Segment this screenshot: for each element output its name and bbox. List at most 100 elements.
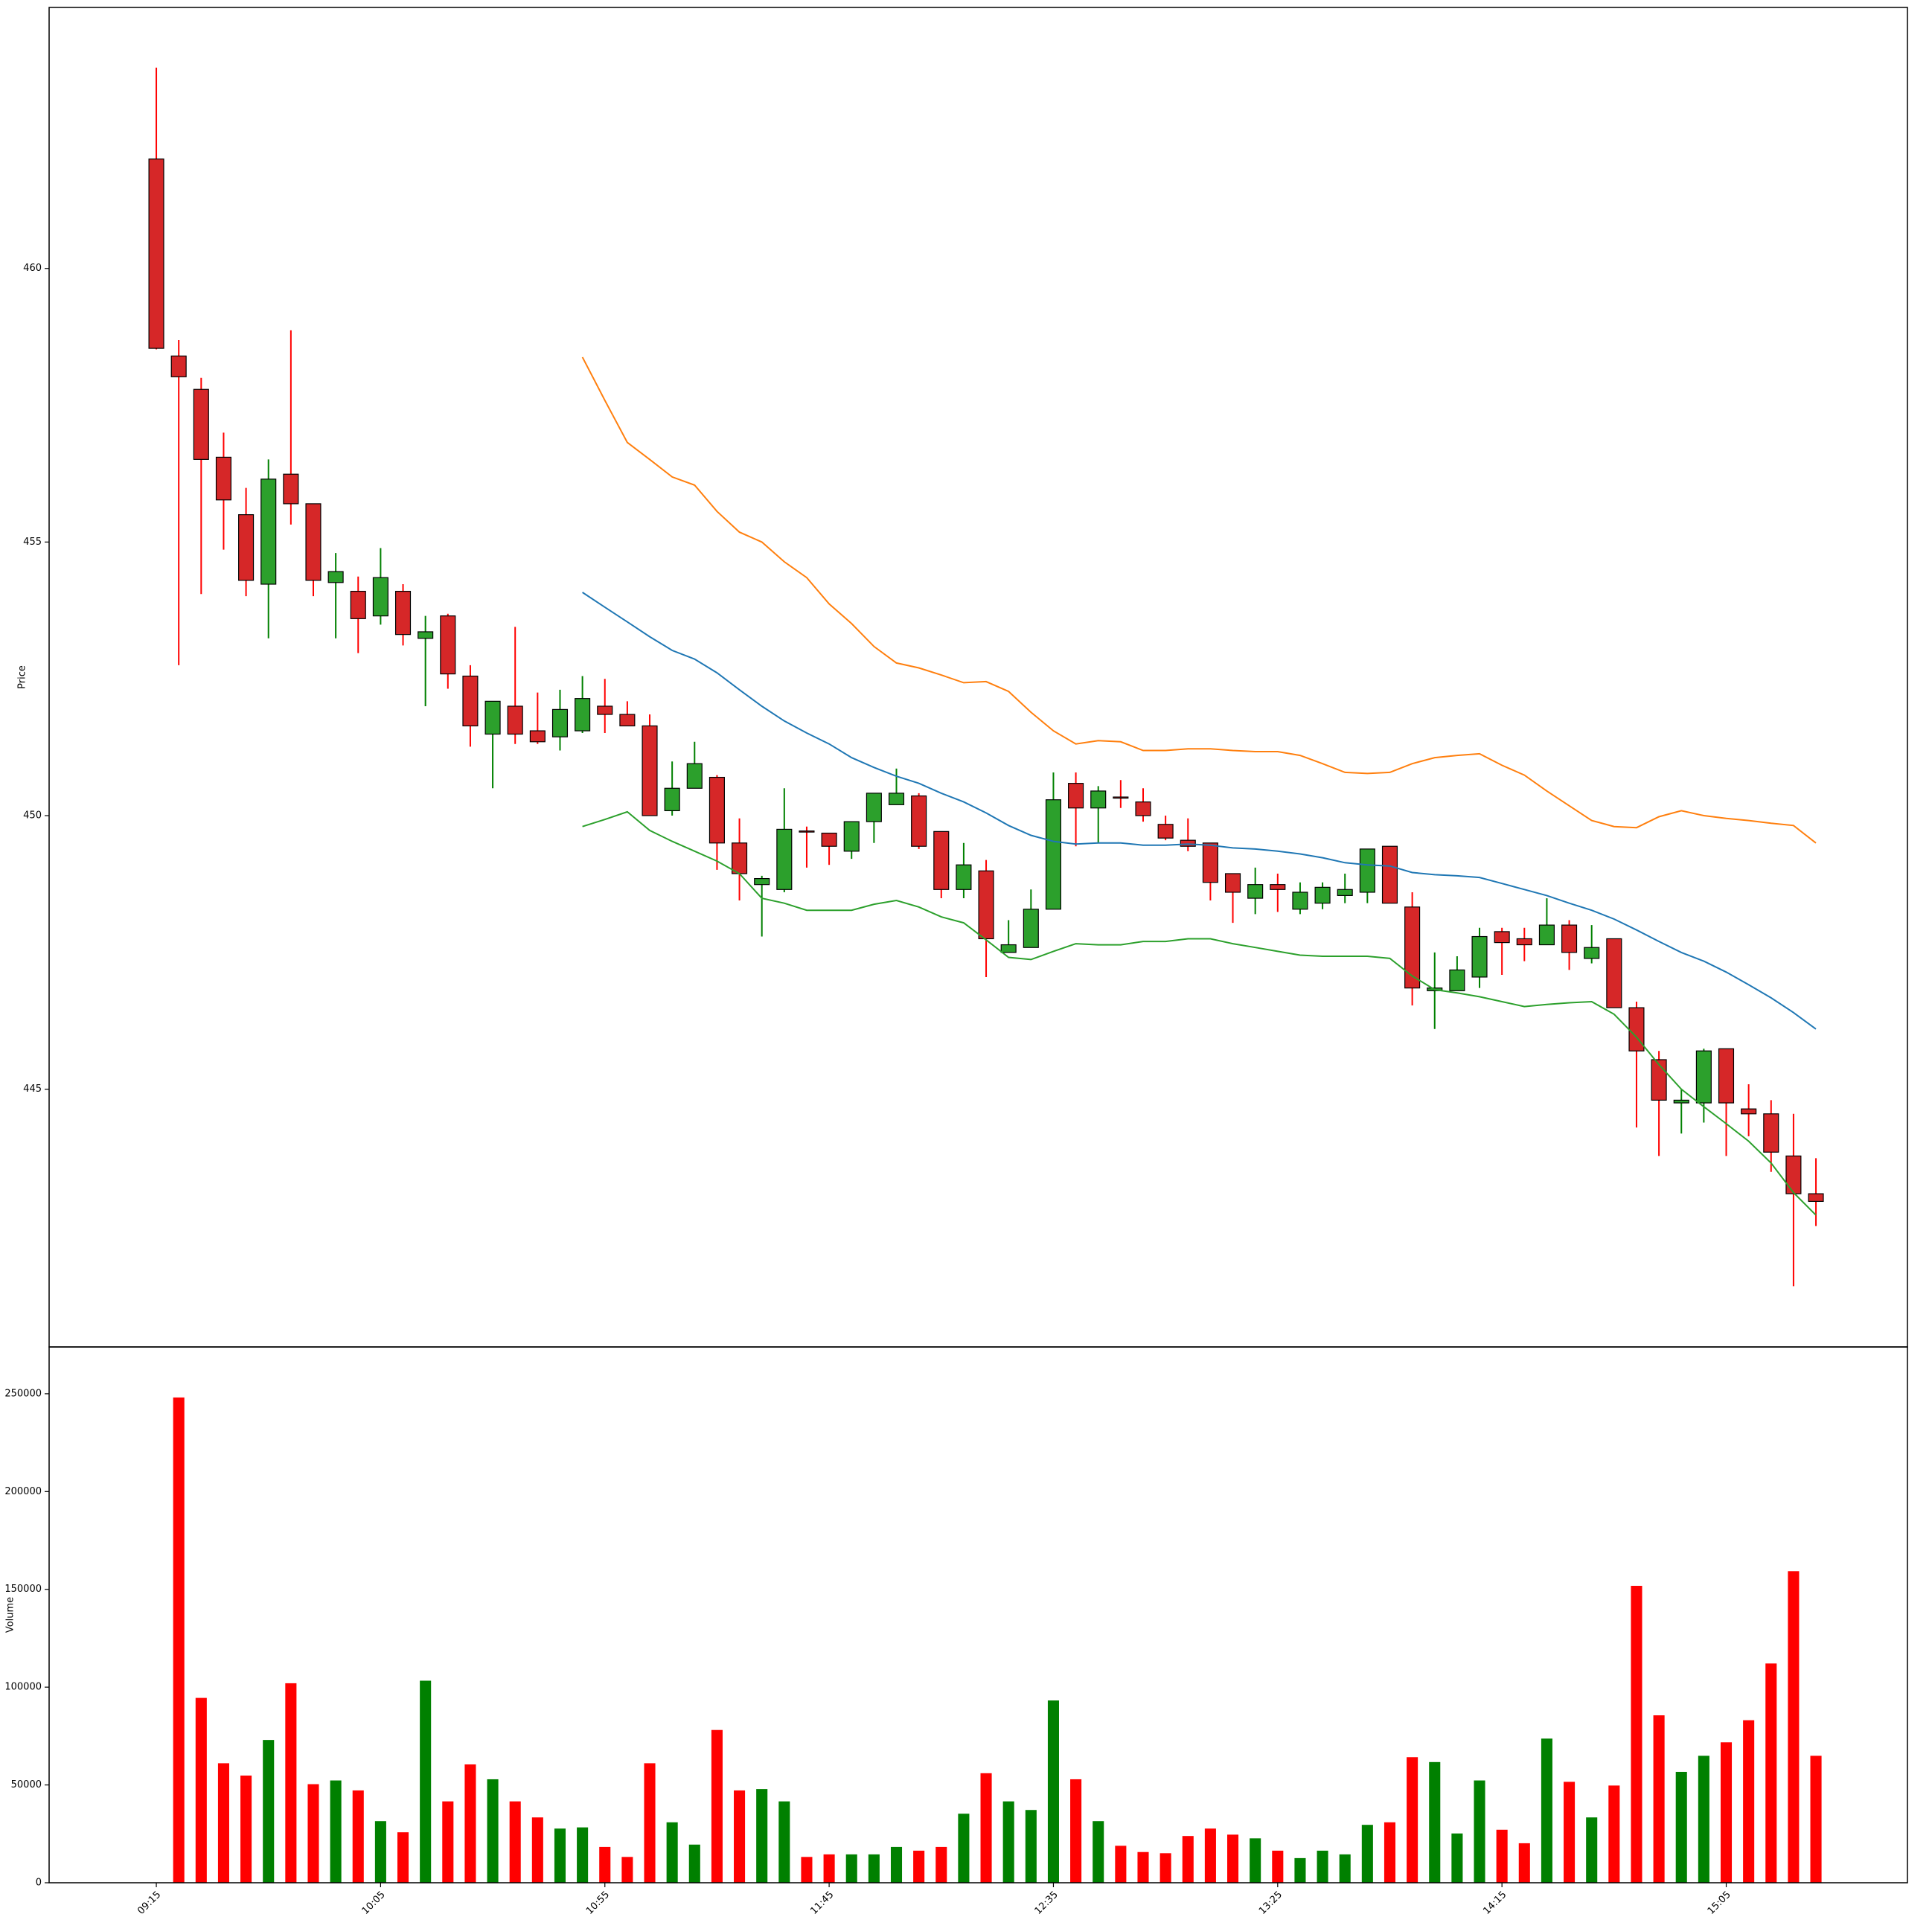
candle-body [597,705,613,715]
candle-body [1741,1108,1757,1115]
candle-body [1000,944,1017,953]
candle-body [283,473,299,505]
volume-bar [666,1822,678,1883]
volume-bar [1047,1700,1059,1883]
candle-body [148,159,164,349]
volume-bar [509,1801,521,1883]
volume-bar [1608,1785,1620,1883]
candle-body [1023,909,1039,948]
y-tick-label: 200000 [4,1486,42,1497]
candle-body [507,705,523,735]
candle-body [1202,842,1218,883]
candle-body [1337,889,1353,896]
y-axis-label: Price [17,665,28,689]
candle-body [1045,799,1061,910]
candle-body [1090,790,1107,809]
volume-bar [1698,1755,1709,1883]
volume-bar [307,1784,319,1883]
volume-bar [1451,1833,1463,1883]
candle-body [821,832,837,847]
volume-bar [1384,1822,1396,1883]
volume-bar [577,1827,589,1883]
candle-body [686,763,703,789]
candle-body [1068,783,1084,809]
candle-body [1224,873,1241,893]
y-tick-label: 450 [23,810,42,822]
candle-body [1404,906,1421,989]
candle-body [551,708,569,737]
volume-bar [778,1801,790,1883]
candle-body [305,503,322,581]
volume-bar [845,1854,857,1883]
candle-body [1471,935,1488,978]
candle-body [1113,796,1129,799]
candle-body [1584,947,1600,959]
band-line [582,592,1817,1030]
candle-body [911,795,927,847]
band-line [581,356,1817,844]
candle-body [1135,801,1151,816]
volume-bar [1541,1738,1552,1883]
volume-bar [958,1814,970,1883]
candle-body [215,456,231,501]
candle-body [664,787,680,812]
candle-body [1270,884,1286,890]
volume-bar [823,1854,835,1883]
y-tick-label: 460 [23,263,42,274]
volume-bar [195,1697,207,1883]
candle-body [1785,1155,1802,1194]
volume-bar [487,1779,499,1883]
candle-body [1449,969,1465,991]
volume-bar [756,1789,768,1883]
volume-bar [1025,1810,1037,1883]
volume-bar [1137,1851,1149,1883]
volume-bar [935,1846,947,1883]
candle-body [440,615,456,675]
volume-bar [1743,1720,1755,1883]
candle-body [866,793,882,822]
volume-bar [420,1680,432,1883]
candle-body [372,577,388,617]
volume-bar [1115,1846,1127,1883]
candle-body [799,830,815,833]
volume-bar [1564,1782,1576,1883]
volume-bar [1227,1834,1239,1883]
candle-body [260,478,277,585]
volume-bar [285,1683,297,1883]
y-tick-label: 0 [36,1878,42,1889]
volume-bar [1765,1663,1777,1883]
volume-bar [688,1844,700,1883]
candle-body [843,821,860,852]
volume-bar [980,1773,992,1883]
candle-body [1314,886,1331,904]
candle-body [1651,1059,1667,1101]
candle-body [394,590,412,636]
candle-body [170,355,187,377]
y-tick-label: 455 [23,537,42,548]
volume-bar [1474,1780,1485,1883]
volume-bar [374,1821,386,1883]
candle-body [1494,931,1510,944]
candle-body [754,877,770,886]
volume-bar [868,1854,880,1883]
volume-bar [531,1817,543,1883]
volume-bar [442,1801,454,1883]
candle-body [1718,1048,1735,1104]
volume-bar [397,1832,409,1883]
volume-bar [1204,1828,1216,1883]
volume-bar [1810,1755,1822,1883]
candle-body [1516,938,1532,946]
candle-body [575,698,591,732]
y-tick-label: 100000 [4,1682,42,1693]
volume-bar [263,1740,275,1883]
volume-bar [1159,1853,1171,1883]
volume-bar [1002,1801,1014,1883]
volume-bar [734,1790,746,1883]
y-axis-label: Volume [5,1597,16,1633]
volume-bar [1317,1850,1328,1883]
volume-bar [913,1850,925,1883]
volume-bar [217,1763,229,1883]
